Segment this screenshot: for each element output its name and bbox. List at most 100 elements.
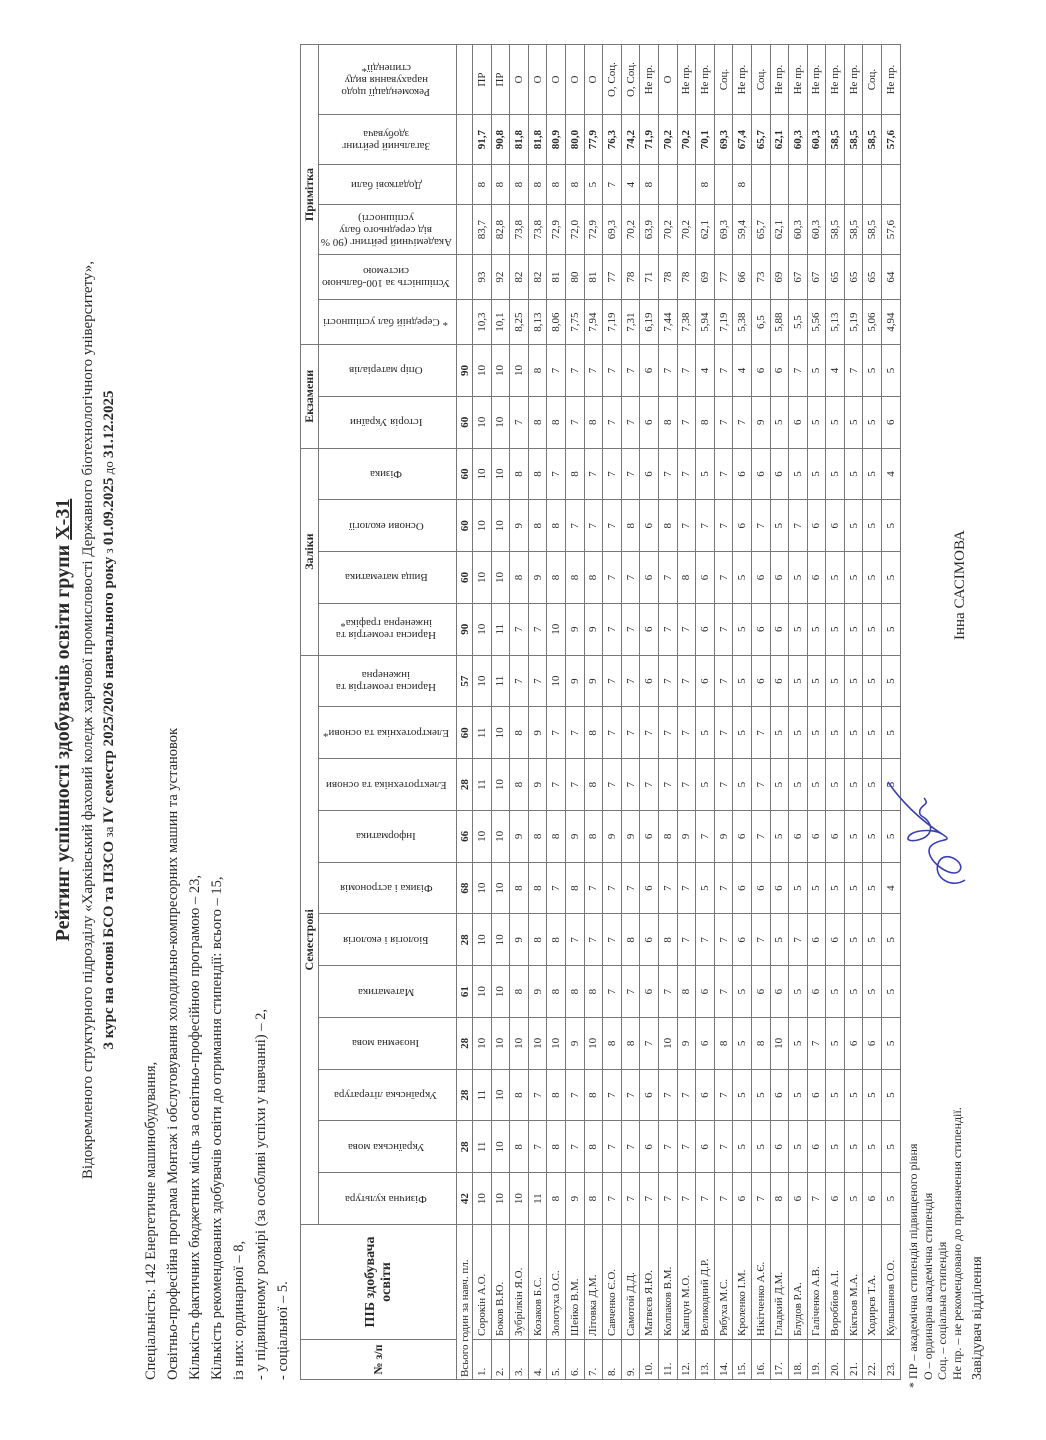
grade-cell: 8 [677, 965, 696, 1018]
grade-cell: 9 [565, 1172, 585, 1225]
average-score: 5,94 [695, 299, 715, 345]
period-mid: до [101, 457, 116, 478]
grade-cell: 5 [807, 448, 826, 500]
empty-cell [456, 164, 473, 205]
grade-cell: 7 [788, 344, 808, 397]
footnote-soc: Соц. – соціальна стипендія [935, 1241, 949, 1380]
hours-row: Всього годин за навч. пл. 42 28 28 28 61 28 68 6… [456, 44, 473, 1380]
grade-cell: 9 [528, 758, 547, 811]
total-rating: 81,8 [528, 114, 547, 165]
col-name-header: ПІБ здобувача освіти [300, 1224, 457, 1340]
hours-label: Всього годин за навч. пл. [456, 1224, 473, 1380]
grade-cell: 5 [844, 396, 863, 449]
grade-cell: 5 [807, 758, 826, 811]
grade-cell: 6 [807, 1069, 826, 1121]
grade-cell: 10 [491, 396, 510, 449]
grade-cell: 6 [751, 862, 770, 914]
grade-cell: 10 [472, 965, 492, 1018]
average-score: 10,1 [491, 299, 510, 345]
grade-cell: 5 [862, 862, 882, 914]
total-rating: 62,1 [770, 114, 789, 165]
total-rating: 60,3 [807, 114, 826, 165]
subject-hours: 60 [456, 707, 473, 759]
grade-cell: 5 [770, 758, 789, 811]
grade-cell: 4 [825, 344, 845, 397]
student-row: 10. Матвєєв Я.Ю. 7 6 6 7 6 6 6 6 7 7 6 6 6 6 6 6 6 6,19 71 63… [639, 44, 659, 1380]
grade-cell: 6 [639, 551, 659, 604]
student-name: Кіктьов М.А. [844, 1224, 863, 1340]
grade-cell: 10 [472, 1017, 492, 1070]
grade-cell: 6 [807, 965, 826, 1018]
grade-cell: 6 [639, 448, 659, 500]
grade-cell: 7 [658, 655, 678, 707]
grade-cell: 5 [844, 914, 863, 966]
grade-cell: 4 [695, 344, 715, 397]
subject-name: Опір матеріалів [349, 364, 423, 377]
subject-header: Основи екології [318, 499, 457, 552]
grade-cell: 5 [695, 448, 715, 500]
grade-cell: 6 [844, 1017, 863, 1070]
grade-cell: 7 [751, 499, 770, 552]
grade-cell: 6 [770, 344, 789, 397]
grade-cell: 7 [546, 862, 566, 914]
grade-cell: 5 [844, 448, 863, 500]
row-number: 16. [751, 1339, 770, 1380]
grade-cell: 5 [881, 499, 901, 552]
grade-cell: 7 [677, 448, 696, 500]
academic-rating: 72,9 [584, 204, 603, 255]
subject-header: Нарисна геометрія та інженерна [318, 655, 457, 707]
academic-rating: 58,5 [825, 204, 845, 255]
recommended-total: Кількість рекомендованих здобувачів осві… [209, 876, 225, 1380]
student-name: Самотой Д.Д. [621, 1224, 640, 1340]
grade-cell: 7 [677, 655, 696, 707]
subject-name: Нарисна геометрія та інженерна графіка* [335, 617, 437, 642]
subject-name: Основи екології [348, 519, 424, 532]
grade-cell: 5 [844, 965, 863, 1018]
note-name: Загальний рейтинг здобувача [341, 127, 431, 152]
grade-cell: 7 [602, 551, 622, 604]
scholarship-recommendation: Не пр. [825, 44, 845, 115]
extra-points: 8 [528, 164, 547, 205]
grade-cell: 5 [825, 655, 845, 707]
grade-cell: 7 [714, 758, 733, 811]
extra-points: 8 [546, 164, 566, 205]
subject-name: Іноземна мова [352, 1037, 420, 1050]
average-score: 7,75 [565, 299, 585, 345]
grade-cell: 6 [770, 448, 789, 500]
period-from: 01.09.2025 [101, 477, 117, 546]
grade-cell: 10 [491, 914, 510, 966]
scholarship-recommendation: О [546, 44, 566, 115]
grade-cell: 6 [639, 344, 659, 397]
grade-cell: 10 [472, 655, 492, 707]
extra-points [658, 164, 678, 205]
grade-cell: 7 [714, 655, 733, 707]
grade-cell: 5 [825, 448, 845, 500]
grade-cell: 7 [546, 448, 566, 500]
grade-cell: 5 [862, 499, 882, 552]
grade-cell: 6 [825, 499, 845, 552]
total-rating: 58,5 [844, 114, 863, 165]
subject-name: Українська мова [347, 1140, 425, 1153]
grade-cell: 7 [714, 862, 733, 914]
grade-cell: 7 [714, 1069, 733, 1121]
grade-cell: 7 [602, 396, 622, 449]
grade-cell: 5 [788, 1017, 808, 1070]
grade-cell: 8 [546, 810, 566, 863]
grade-cell: 9 [677, 1017, 696, 1070]
grade-cell: 8 [565, 965, 585, 1018]
note-header: Успішність за 100-бальною системою [318, 254, 457, 300]
grade-cell: 7 [621, 1121, 640, 1173]
grade-cell: 5 [825, 1069, 845, 1121]
average-score: 7,44 [658, 299, 678, 345]
academic-rating: 59,4 [732, 204, 752, 255]
grade-cell: 7 [751, 707, 770, 759]
footnote-pr: * ПР – академічна стипендія підвищеного … [906, 1143, 920, 1388]
score-100: 78 [658, 254, 678, 300]
subject-hours: 60 [456, 551, 473, 604]
row-number: 12. [677, 1339, 696, 1380]
scholarship-recommendation: О [528, 44, 547, 115]
grade-cell: 5 [862, 707, 882, 759]
grade-cell: 5 [695, 758, 715, 811]
grade-cell: 11 [472, 1069, 492, 1121]
